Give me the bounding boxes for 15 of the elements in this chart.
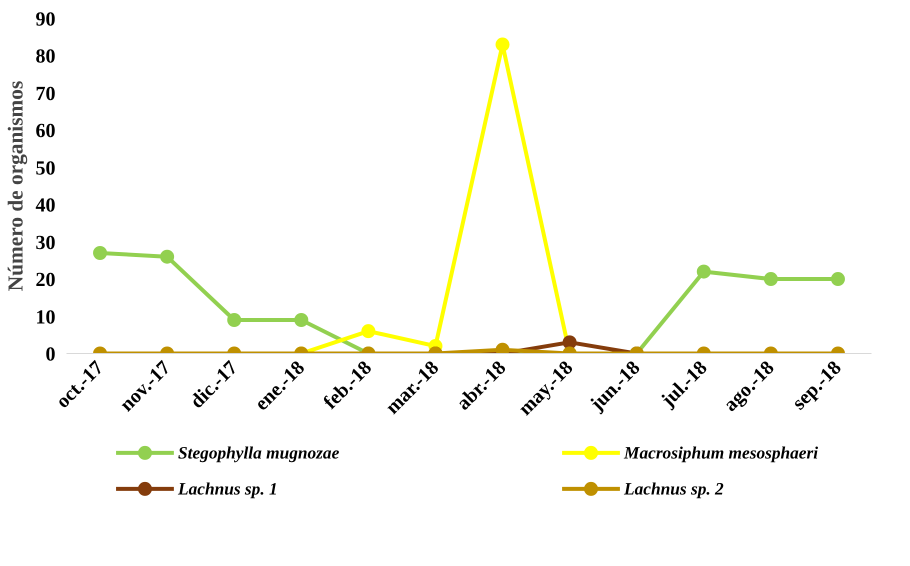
y-tick-label: 20 <box>36 269 56 292</box>
y-tick-label: 90 <box>36 8 56 30</box>
y-tick-label: 80 <box>36 46 56 68</box>
y-tick-label: 30 <box>36 232 56 254</box>
legend-label: Lachnus sp. 2 <box>623 479 724 498</box>
y-tick-label: 10 <box>36 306 56 328</box>
legend-label: Macrosiphum mesosphaeri <box>623 443 818 462</box>
y-tick-label: 40 <box>36 194 56 217</box>
y-tick-label: 50 <box>36 157 56 180</box>
legend-label: Lachnus sp. 1 <box>177 479 278 498</box>
legend-label: Stegophylla mugnozae <box>178 443 340 462</box>
y-tick-label: 70 <box>36 82 56 105</box>
y-tick-label: 60 <box>36 120 56 142</box>
y-tick-label: 0 <box>46 344 56 366</box>
y-axis-title: Número de organismos <box>4 80 28 292</box>
